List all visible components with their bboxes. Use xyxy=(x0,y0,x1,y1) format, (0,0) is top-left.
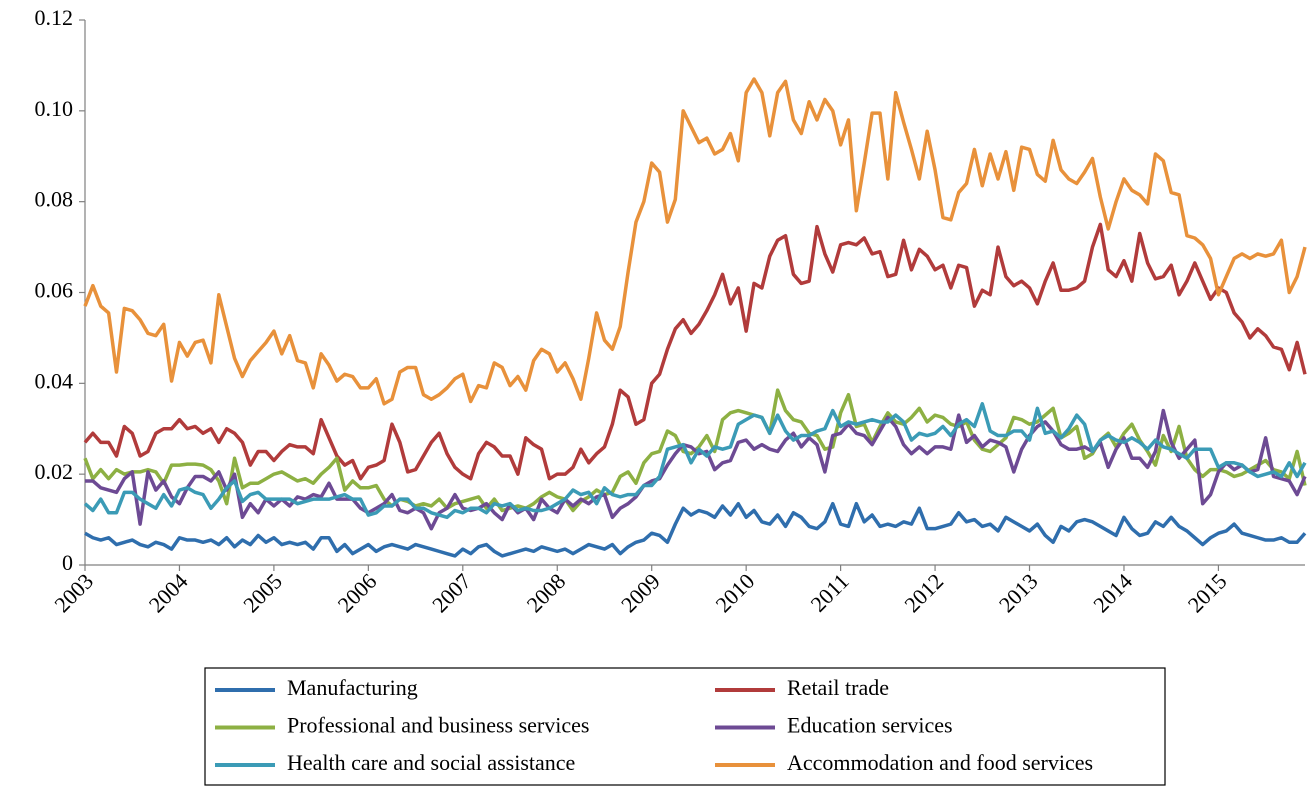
y-tick-label: 0.04 xyxy=(35,368,74,393)
y-tick-label: 0 xyxy=(62,550,73,575)
x-tick-label: 2003 xyxy=(49,568,98,617)
legend-box xyxy=(204,667,1166,786)
y-tick-label: 0.02 xyxy=(35,459,74,484)
legend-label: Professional and business services xyxy=(287,713,589,738)
x-tick-label: 2014 xyxy=(1088,568,1137,617)
x-tick-label: 2011 xyxy=(806,568,854,616)
y-tick-label: 0.10 xyxy=(35,96,74,121)
y-tick-label: 0.08 xyxy=(35,187,74,212)
x-tick-label: 2009 xyxy=(616,568,665,617)
legend-label: Accommodation and food services xyxy=(787,750,1093,775)
y-tick-label: 0.06 xyxy=(35,278,74,303)
series-line xyxy=(84,501,1307,558)
x-tick-label: 2004 xyxy=(144,568,193,617)
x-tick-label: 2012 xyxy=(899,568,948,617)
series-line xyxy=(83,402,1307,520)
x-tick-label: 2005 xyxy=(238,568,287,617)
x-tick-label: 2006 xyxy=(333,568,382,617)
series-line xyxy=(85,408,1307,531)
x-tick-label: 2013 xyxy=(994,568,1043,617)
x-tick-label: 2007 xyxy=(427,568,476,617)
legend-label: Retail trade xyxy=(787,675,889,700)
legend-label: Manufacturing xyxy=(287,675,418,700)
series-line xyxy=(83,222,1307,481)
x-tick-label: 2008 xyxy=(522,568,571,617)
x-tick-label: 2010 xyxy=(710,568,759,617)
series-line xyxy=(83,77,1307,406)
legend-label: Health care and social assistance xyxy=(287,750,575,775)
legend-label: Education services xyxy=(787,713,953,738)
y-tick-label: 0.12 xyxy=(35,5,74,30)
x-tick-label: 2015 xyxy=(1183,568,1232,617)
